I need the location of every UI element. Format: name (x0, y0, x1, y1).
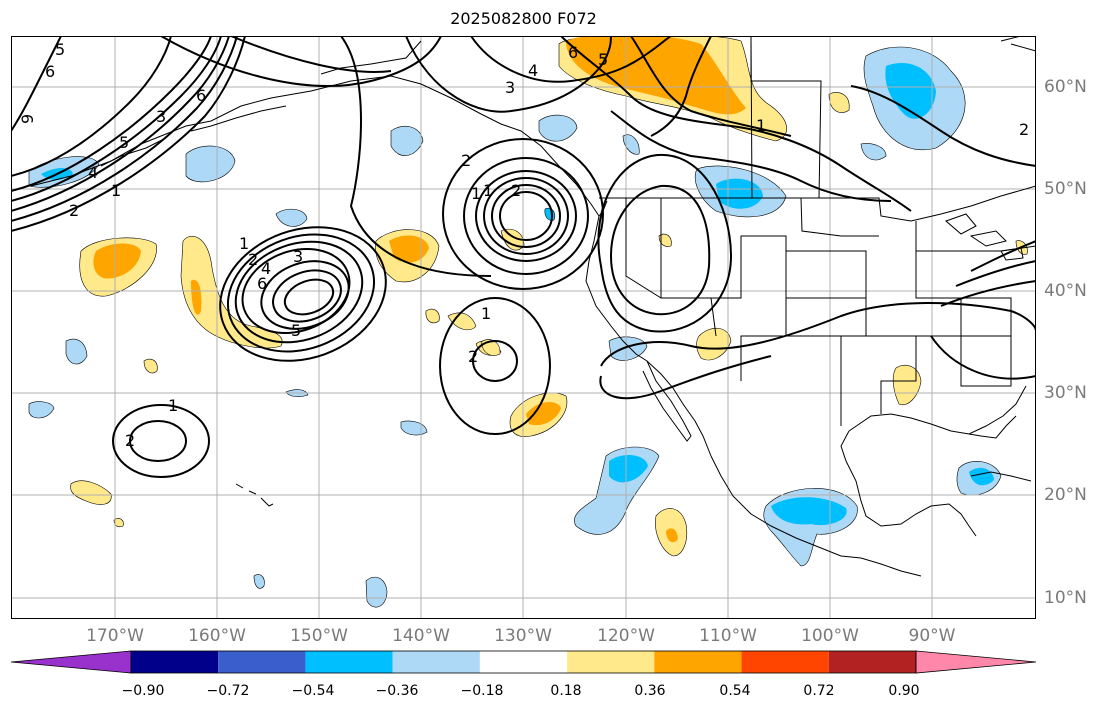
contour-label: 1 (483, 181, 493, 200)
colorbar (11, 650, 1036, 674)
latitude-label: 40°N (1044, 281, 1087, 301)
colorbar-cell (567, 651, 655, 673)
colorbar-cell (741, 651, 829, 673)
colorbar-cell (305, 651, 393, 673)
longitude-label: 110°W (699, 626, 757, 646)
contour-label: 2 (511, 181, 521, 200)
longitude-label: 130°W (494, 626, 552, 646)
contour-label: 2 (69, 201, 79, 220)
contour-label: 2 (461, 151, 471, 170)
colorbar-tick-label: 0.54 (719, 683, 751, 699)
contour-label: 4 (528, 61, 538, 80)
colorbar-tick-label: −0.18 (460, 683, 504, 699)
map-panel[interactable]: 5 6 9 1 2 3 4 5 6 1 2 3 4 5 6 1 2 1 2 1 … (11, 36, 1036, 619)
contour-label: 6 (196, 86, 206, 105)
contour-label: 2 (248, 250, 258, 269)
contour-label: 5 (291, 321, 301, 340)
contour-label: 6 (257, 274, 267, 293)
coastlines (30, 36, 1036, 577)
contour-label: 9 (18, 114, 37, 124)
colorbar-outline (130, 650, 917, 674)
latitude-label: 30°N (1044, 383, 1087, 403)
colorbar-cell (828, 651, 916, 673)
contour-label: 1 (756, 116, 766, 135)
colorbar-tick-label: −0.72 (206, 683, 250, 699)
contour-lines (11, 36, 1036, 478)
contour-label: 3 (156, 107, 166, 126)
contour-label: 5 (55, 40, 65, 59)
latitude-label: 50°N (1044, 179, 1087, 199)
contour-label: 6 (45, 62, 55, 81)
contour-label: 6 (568, 43, 578, 62)
contour-label: 4 (88, 163, 98, 182)
colorbar-extend-low (11, 650, 132, 674)
colorbar-extend-high (915, 650, 1036, 674)
colorbar-tick-label: −0.90 (121, 683, 165, 699)
contour-label: 2 (1019, 120, 1029, 139)
contour-label: 5 (598, 50, 608, 69)
longitude-label: 160°W (188, 626, 246, 646)
longitude-label: 90°W (908, 626, 956, 646)
colorbar-cell (131, 651, 219, 673)
colorbar-tick-label: −0.36 (375, 683, 419, 699)
contour-label: 2 (125, 431, 135, 450)
contour-label: 2 (468, 347, 478, 366)
contour-label: 5 (119, 133, 129, 152)
longitude-label: 140°W (392, 626, 450, 646)
latitude-label: 60°N (1044, 77, 1087, 97)
map-title: 2025082800 F072 (450, 9, 597, 28)
contour-label: 1 (168, 396, 178, 415)
colorbar-tick-label: 0.18 (550, 683, 582, 699)
contour-labels: 5 6 9 1 2 3 4 5 6 1 2 3 4 5 6 1 2 1 2 1 … (18, 40, 1029, 450)
longitude-label: 150°W (290, 626, 348, 646)
shaded-anomaly-layer (28, 36, 1028, 608)
map-svg: 5 6 9 1 2 3 4 5 6 1 2 3 4 5 6 1 2 1 2 1 … (11, 36, 1036, 619)
longitude-label: 100°W (801, 626, 859, 646)
longitude-label: 170°W (86, 626, 144, 646)
colorbar-cell (479, 651, 568, 673)
longitude-label: 120°W (597, 626, 655, 646)
contour-label: 1 (471, 184, 481, 203)
colorbar-cell (218, 651, 306, 673)
colorbar-tick-label: −0.54 (291, 683, 335, 699)
graticule (11, 36, 1036, 619)
colorbar-tick-label: 0.36 (634, 683, 666, 699)
colorbar-tick-label: 0.90 (888, 683, 920, 699)
contour-label: 1 (239, 234, 249, 253)
colorbar-cell (392, 651, 480, 673)
contour-label: 3 (505, 78, 515, 97)
colorbar-tick-label: 0.72 (803, 683, 835, 699)
colorbar-cell (654, 651, 742, 673)
contour-label: 1 (111, 181, 121, 200)
contour-label: 3 (293, 247, 303, 266)
contour-label: 4 (261, 259, 271, 278)
latitude-label: 20°N (1044, 485, 1087, 505)
contour-label: 1 (481, 304, 491, 323)
latitude-label: 10°N (1044, 588, 1087, 608)
